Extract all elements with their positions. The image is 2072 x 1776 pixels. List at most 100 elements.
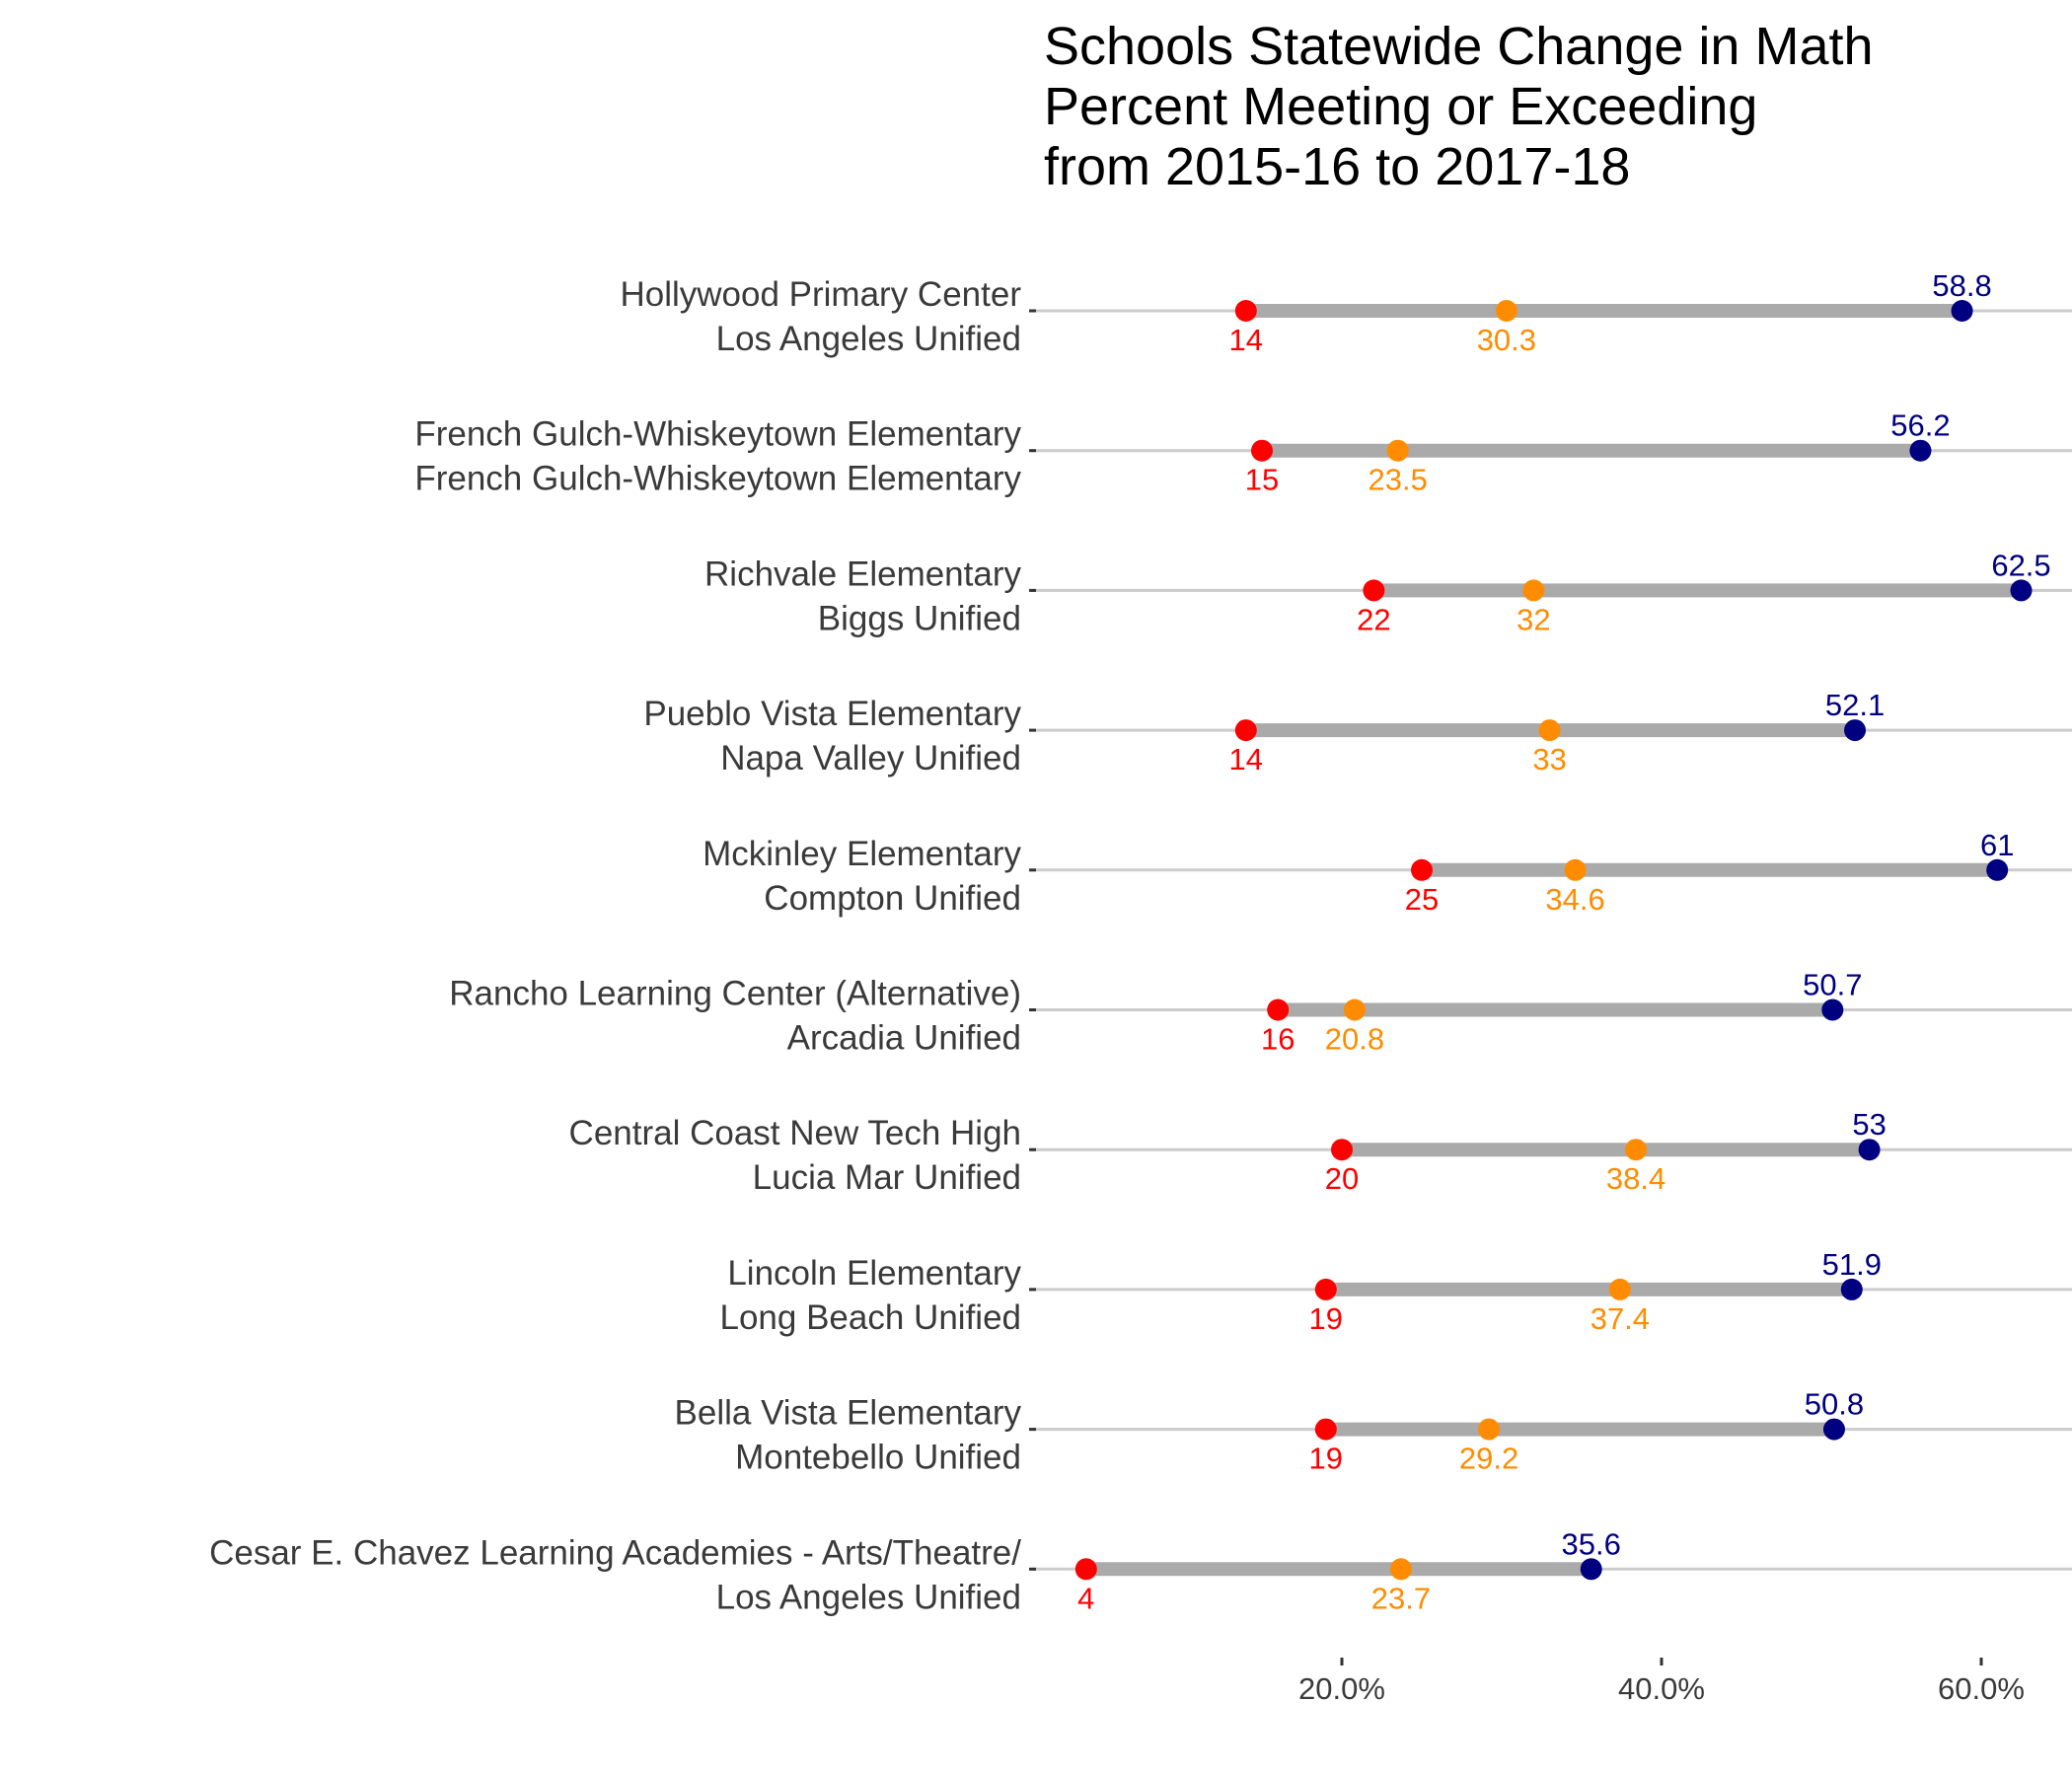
point-high [1840, 1278, 1863, 1300]
chart-row: Lincoln Elementary Long Beach Unified 19 37… [720, 1247, 1882, 1337]
point-low [1314, 1278, 1337, 1300]
point-low [1251, 439, 1273, 462]
point-low [1267, 999, 1290, 1021]
point-low [1234, 719, 1257, 742]
label-middle: 38.4 [1606, 1161, 1665, 1196]
chart-row: Richvale Elementary Biggs Unified 22 32 62.5 [704, 548, 2051, 637]
label-middle: 29.2 [1459, 1442, 1518, 1476]
label-low: 19 [1309, 1301, 1343, 1336]
point-low [1411, 858, 1433, 881]
label-middle: 23.5 [1369, 463, 1428, 497]
label-low: 25 [1405, 882, 1439, 917]
label-low: 14 [1229, 323, 1263, 357]
label-high: 50.7 [1803, 968, 1862, 1002]
point-middle [1564, 858, 1587, 881]
point-middle [1343, 999, 1366, 1021]
point-middle [1495, 300, 1517, 322]
label-low: 4 [1077, 1581, 1094, 1615]
row-label-district: Lucia Mar Unified [753, 1158, 1021, 1197]
point-middle [1608, 1278, 1631, 1300]
point-high [1951, 300, 1973, 322]
label-low: 19 [1309, 1442, 1343, 1476]
point-middle [1538, 719, 1561, 742]
label-low: 22 [1357, 602, 1390, 636]
point-low [1234, 300, 1257, 322]
point-low [1331, 1139, 1353, 1161]
label-high: 62.5 [1991, 548, 2050, 582]
label-low: 14 [1229, 742, 1263, 777]
point-high [1858, 1139, 1881, 1161]
chart-row: Hollywood Primary Center Los Angeles Unif… [620, 268, 1991, 358]
label-middle: 23.7 [1371, 1581, 1431, 1615]
point-middle [1389, 1558, 1412, 1581]
chart-row: Mckinley Elementary Compton Unified 25 34.6… [703, 828, 2014, 918]
label-high: 56.2 [1890, 408, 1950, 443]
row-label-school: Hollywood Primary Center [620, 275, 1021, 314]
row-label-school: Lincoln Elementary [727, 1254, 1021, 1293]
label-middle: 32 [1517, 602, 1550, 636]
row-label-school: Pueblo Vista Elementary [643, 695, 1021, 733]
point-high [1909, 439, 1932, 462]
point-low [1314, 1418, 1337, 1441]
label-high: 53 [1852, 1107, 1886, 1142]
label-low: 15 [1245, 463, 1279, 497]
row-label-district: Montebello Unified [735, 1439, 1021, 1477]
point-high [1844, 719, 1867, 742]
point-high [1986, 858, 2009, 881]
row-label-school: Bella Vista Elementary [675, 1394, 1022, 1433]
row-label-district: Biggs Unified [818, 599, 1021, 637]
point-low [1363, 579, 1385, 602]
label-low: 20 [1325, 1161, 1359, 1196]
point-middle [1478, 1418, 1501, 1441]
label-high: 50.8 [1805, 1387, 1864, 1422]
chart-title-line: Schools Statewide Change in Math [1044, 17, 1874, 76]
label-high: 51.9 [1822, 1247, 1882, 1282]
row-gridlines [1029, 309, 2072, 1571]
label-middle: 20.8 [1325, 1022, 1384, 1057]
chart-row: Central Coast New Tech High Lucia Mar Uni… [569, 1107, 1887, 1197]
chart-row: Cesar E. Chavez Learning Academies - Art… [209, 1526, 1621, 1616]
chart-rows: Hollywood Primary Center Los Angeles Unif… [209, 268, 2051, 1616]
label-high: 52.1 [1825, 688, 1885, 722]
point-middle [1625, 1139, 1648, 1161]
row-label-school: Rancho Learning Center (Alternative) [449, 975, 1021, 1013]
row-label-district: Los Angeles Unified [716, 320, 1021, 358]
point-middle [1386, 439, 1409, 462]
x-axis: 20.0% 40.0% 60.0% [1298, 1658, 2025, 1706]
row-label-district: French Gulch-Whiskeytown Elementary [414, 460, 1021, 498]
x-tick-label: 60.0% [1938, 1671, 2025, 1706]
chart-row: Rancho Learning Center (Alternative) Arca… [449, 968, 1862, 1058]
row-label-district: Compton Unified [764, 879, 1021, 918]
chart-row: Pueblo Vista Elementary Napa Valley Unifi… [643, 688, 1885, 777]
row-label-district: Napa Valley Unified [720, 739, 1021, 777]
chart-title-line: Percent Meeting or Exceeding [1044, 77, 1757, 136]
chart-row: French Gulch-Whiskeytown Elementary Frenc… [414, 408, 1950, 498]
row-label-school: Cesar E. Chavez Learning Academies - Art… [209, 1533, 1021, 1572]
label-middle: 37.4 [1591, 1301, 1650, 1336]
label-middle: 30.3 [1477, 323, 1536, 357]
label-middle: 34.6 [1545, 882, 1604, 917]
row-label-school: Richvale Elementary [704, 555, 1021, 593]
label-middle: 33 [1532, 742, 1566, 777]
chart-title: Schools Statewide Change in MathPercent … [1044, 17, 1874, 196]
point-high [1580, 1558, 1602, 1581]
point-low [1074, 1558, 1097, 1581]
x-tick-label: 40.0% [1618, 1671, 1705, 1706]
row-label-school: Central Coast New Tech High [569, 1114, 1021, 1152]
row-label-district: Los Angeles Unified [716, 1578, 1021, 1616]
point-high [1821, 999, 1844, 1021]
label-high: 35.6 [1562, 1526, 1621, 1561]
label-high: 58.8 [1932, 268, 1991, 303]
label-low: 16 [1261, 1022, 1295, 1057]
chart-title-line: from 2015-16 to 2017-18 [1044, 137, 1630, 196]
chart-row: Bella Vista Elementary Montebello Unified… [675, 1387, 1865, 1477]
row-label-district: Arcadia Unified [787, 1019, 1021, 1058]
label-high: 61 [1980, 828, 2014, 862]
x-tick-label: 20.0% [1298, 1671, 1385, 1706]
point-high [2010, 579, 2033, 602]
row-label-school: French Gulch-Whiskeytown Elementary [414, 415, 1021, 454]
point-high [1822, 1418, 1845, 1441]
point-middle [1522, 579, 1545, 602]
